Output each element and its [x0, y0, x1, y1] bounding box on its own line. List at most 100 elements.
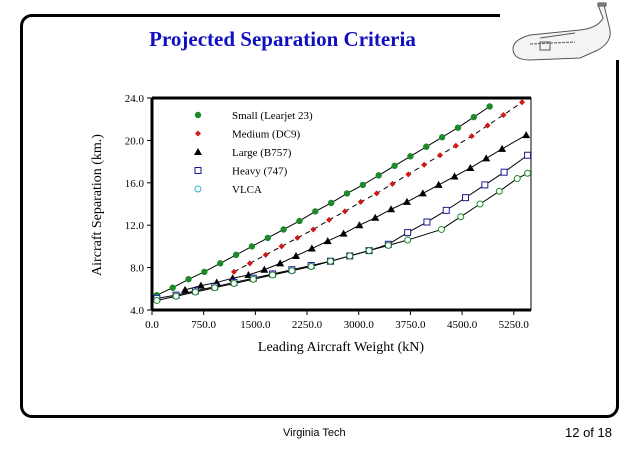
data-point [484, 122, 491, 129]
data-point [346, 252, 354, 260]
data-point [457, 213, 465, 221]
legend-label: Small (Learjet 23) [232, 110, 313, 122]
data-point [231, 268, 238, 275]
series-line [156, 172, 528, 301]
data-point [196, 281, 205, 289]
data-point [181, 285, 190, 293]
series-medium-dc9 [231, 99, 526, 275]
data-point [191, 288, 199, 296]
data-point [343, 190, 351, 197]
data-point [423, 218, 431, 226]
data-point [500, 168, 508, 176]
data-point [404, 236, 412, 244]
data-point [310, 226, 317, 233]
series-group [153, 99, 532, 304]
x-tick-label: 3000.0 [344, 319, 375, 331]
data-point [418, 189, 427, 197]
data-point [341, 208, 348, 215]
y-tick-label: 20.0 [125, 135, 145, 147]
data-point [495, 187, 503, 195]
data-point [423, 143, 430, 150]
data-point [260, 265, 269, 273]
slide-title: Projected Separation Criteria [149, 27, 416, 51]
data-point [442, 206, 450, 214]
legend-label: Medium (DC9) [232, 129, 300, 141]
data-point [407, 153, 414, 160]
series-heavy-747 [153, 151, 532, 302]
data-point [357, 198, 364, 205]
cargo-aircraft-icon [512, 2, 611, 61]
data-point [232, 251, 240, 259]
series-line [184, 134, 527, 291]
data-point [454, 124, 462, 131]
data-point [280, 226, 287, 233]
data-point [481, 181, 489, 189]
data-point [248, 243, 256, 250]
data-point [437, 152, 444, 159]
legend-marker [195, 130, 201, 137]
legend: Small (Learjet 23) Medium (DC9) Large (B75… [194, 110, 313, 196]
data-point [246, 260, 253, 267]
data-point [500, 111, 507, 118]
data-point [355, 221, 364, 229]
y-tick-label: 8.0 [130, 263, 144, 275]
data-point [230, 280, 238, 287]
x-axis-label: Leading Aircraft Weight (kN) [258, 340, 425, 355]
data-point [476, 200, 484, 208]
data-point [185, 276, 192, 283]
data-point [384, 241, 392, 249]
data-point [452, 142, 459, 149]
data-point [326, 216, 333, 223]
series-small-learjet-23 [153, 103, 493, 299]
data-point [365, 247, 373, 255]
legend-marker [194, 111, 202, 119]
data-point [462, 194, 470, 202]
series-vlca [153, 169, 532, 304]
legend-label: Large (B757) [232, 147, 292, 159]
data-point [524, 151, 532, 159]
data-point [269, 271, 277, 279]
y-tick-label: 4.0 [130, 305, 144, 317]
data-point [339, 229, 348, 237]
data-point [292, 251, 301, 259]
data-point [450, 172, 459, 180]
y-axis-label: Aircraft Separation (km.) [90, 134, 105, 276]
page-indicator: 12 of 18 [565, 425, 612, 440]
data-point [326, 257, 334, 265]
data-point [323, 237, 332, 245]
data-point [486, 103, 493, 110]
data-point [249, 275, 257, 283]
plot-frame [151, 97, 532, 311]
data-point [294, 234, 301, 241]
data-point [387, 205, 396, 213]
slide-frame [20, 14, 619, 418]
data-point [276, 259, 285, 267]
y-tick-label: 12.0 [125, 220, 145, 232]
data-point [217, 260, 224, 267]
legend-marker [194, 185, 202, 193]
x-tick-label: 1500.0 [240, 319, 271, 331]
data-point [359, 181, 367, 189]
x-tick-label: 3750.0 [395, 319, 426, 331]
legend-label: Heavy (747) [232, 166, 288, 178]
data-point [522, 131, 531, 139]
data-point [375, 172, 382, 179]
legend-marker [194, 148, 202, 155]
data-point [307, 263, 315, 271]
data-point [296, 217, 303, 225]
data-point [513, 175, 521, 183]
y-tick-label: 16.0 [125, 178, 145, 190]
series-large-b757 [181, 131, 531, 293]
data-point [278, 243, 285, 250]
data-point [312, 208, 319, 215]
data-point [482, 154, 491, 162]
x-tick-label: 2250.0 [292, 319, 323, 331]
footer-organization: Virginia Tech [283, 427, 346, 439]
data-point [434, 180, 443, 188]
data-point [373, 190, 380, 197]
data-point [172, 292, 180, 300]
y-tick-label: 24.0 [125, 93, 145, 105]
data-point [169, 284, 176, 291]
